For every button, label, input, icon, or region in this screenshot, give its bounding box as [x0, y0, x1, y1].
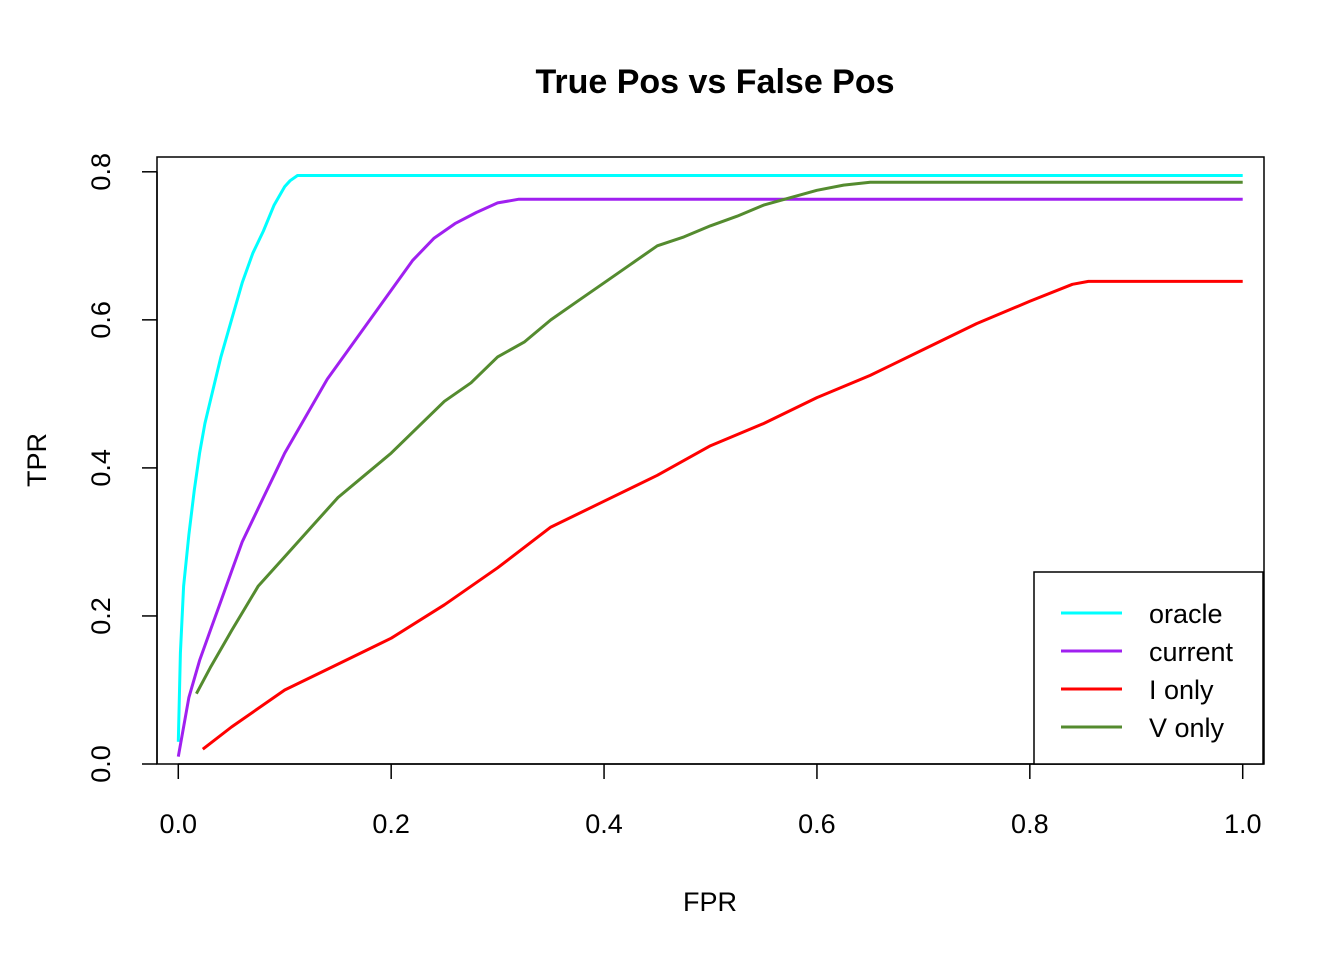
x-axis: 0.0 0.2 0.4 0.6 0.8 1.0 [160, 763, 1262, 839]
x-tick-label: 0.2 [372, 809, 410, 839]
y-tick-label: 0.4 [86, 449, 116, 487]
x-tick-label: 0.4 [585, 809, 623, 839]
series-line-2 [201, 279, 1243, 751]
x-tick-label: 0.6 [798, 809, 836, 839]
legend-label-2: I only [1149, 675, 1214, 705]
series-line-3 [195, 180, 1243, 695]
y-tick-label: 0.6 [86, 301, 116, 339]
y-axis: 0.0 0.2 0.4 0.6 0.8 [86, 153, 158, 783]
legend-label-0: oracle [1149, 599, 1223, 629]
x-tick-label: 0.0 [160, 809, 198, 839]
x-axis-label: FPR [683, 887, 737, 917]
series-line-0 [176, 174, 1243, 742]
legend-label-3: V only [1149, 713, 1225, 743]
y-axis-label: TPR [22, 433, 52, 487]
chart-title: True Pos vs False Pos [535, 63, 894, 101]
y-tick-label: 0.2 [86, 597, 116, 635]
y-tick-label: 0.0 [86, 745, 116, 783]
legend-label-1: current [1149, 637, 1234, 667]
series-layer [176, 174, 1243, 757]
legend-box [1033, 571, 1264, 765]
legend-items: oracle current I only V only [1061, 599, 1234, 743]
y-tick-label: 0.8 [86, 153, 116, 191]
x-tick-label: 0.8 [1011, 809, 1049, 839]
legend: oracle current I only V only [1033, 571, 1264, 765]
x-tick-label: 1.0 [1224, 809, 1262, 839]
series-line-1 [176, 197, 1243, 757]
